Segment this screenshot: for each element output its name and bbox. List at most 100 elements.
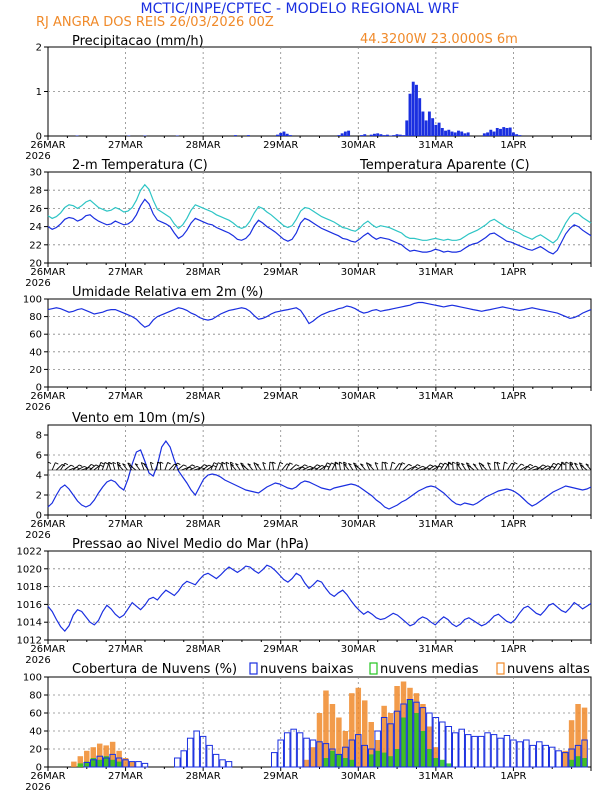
cloud-bar-nuvens-baixas [536,741,543,768]
wind-barb-flag [309,465,314,469]
precip-bar [363,134,367,136]
temp-xtick-label: 27MAR [108,267,143,278]
cloud-bar-nuvens-medias [84,761,90,767]
cloud-bar-nuvens-baixas [374,730,381,768]
wind-barb-flag [429,464,434,467]
precip-ytick-label: 1 [36,87,42,98]
clouds-ytick-label: 20 [29,745,42,756]
wind-barb [210,462,215,471]
cloud-bar-nuvens-baixas [199,735,207,768]
cloud-bar-nuvens-baixas [122,759,129,768]
cloud-bar-nuvens-baixas [452,732,459,768]
wind-barb-flag [580,464,584,467]
wind-barb-flag [553,462,557,466]
wind-barb [268,461,271,471]
wind-barb-flag [452,461,456,464]
cloud-bar-nuvens-baixas [574,744,582,768]
precip-bar [457,130,460,136]
precip-bar [508,127,512,136]
cloud-bar-nuvens-medias [420,731,426,767]
wind-barb [225,462,229,471]
wind-xtick-label: 29MAR [263,519,298,530]
wind-barb [423,464,431,471]
pressure-ytick-label: 1014 [17,618,42,629]
precip-bar [282,131,286,136]
clouds-xtick-label: 1APR [500,771,526,782]
wind-barb [281,463,288,471]
cloud-bar-nuvens-medias [103,756,109,767]
wind-barb [553,463,559,471]
wind-barb [338,462,341,471]
wind-barb-flag [561,461,565,464]
wind-barb [229,462,233,471]
cloud-bar-nuvens-baixas [322,743,330,768]
wind-barb [108,462,112,471]
cloud-bar-nuvens-baixas [439,721,446,768]
cloud-bar-nuvens-baixas [490,734,498,768]
wind-barb-flag [79,464,83,467]
wind-barb-flag [535,465,539,469]
wind-barb [384,462,387,471]
wind-barb-flag [84,465,88,469]
rh-xtick-label: 1APR [500,391,526,402]
precip-bar [482,133,486,136]
pressure-xtick-label: 28MAR [186,644,221,655]
wind-barb [159,461,162,471]
wind-barb [221,462,224,471]
precip-year-label: 2026 [25,151,50,162]
cloud-bar-nuvens-altas [336,717,342,767]
wind-barb [519,465,528,471]
wind-barb [436,462,441,471]
temp-xtick-label: 28MAR [186,267,221,278]
precip-bar [466,132,470,136]
wind-barb-flag [272,461,276,464]
precip-bar [143,135,147,137]
precip-bar [434,124,438,136]
wind-line-Vento-em-10m [47,439,592,510]
pressure-year-label: 2026 [25,655,50,666]
cloud-bar-nuvens-baixas [458,728,465,768]
pressure-xtick-label: 26MAR [30,644,65,655]
wind-barb [487,462,492,471]
temp-ytick-label: 28 [29,186,42,197]
rh-year-label: 2026 [25,402,50,413]
wind-barb [181,466,190,471]
precip-bar [505,127,509,136]
cloud-bar-nuvens-altas [129,761,135,767]
wind-barb-flag [417,464,421,467]
precip-xtick-label: 26MAR [30,140,65,151]
rh-ytick-label: 20 [29,365,42,376]
wind-barb [172,462,178,471]
wind-barb-flag [112,461,116,465]
wind-barb-flag [304,464,308,467]
precip-panel: 0 1 2 26MAR 27MAR 28MAR 29MAR 30MAR 31MAR 1APR 202… [25,34,592,162]
cloud-bar-nuvens-altas [310,747,316,767]
precip-bar [453,132,457,136]
legend-box-nuvens-baixas [249,662,258,675]
precip-bar [518,135,522,136]
wind-barb-flag [279,461,284,465]
precip-bar [437,122,441,136]
wind-barb [255,463,262,471]
cloud-bar-nuvens-baixas [561,752,569,768]
rh-panel: 0 20 40 60 80 100 26MAR 27MAR 28MAR 29MAR 30MAR 31M… [23,285,592,413]
wind-barb [185,464,193,471]
wind-barb-flag [331,462,335,465]
precip-bar [411,81,415,136]
cloud-bar-nuvens-baixas [516,741,524,768]
wind-barb-flag [440,462,444,465]
cloud-bar-nuvens-medias [413,713,420,767]
wind-barb-flag [529,464,534,467]
precip-title: Precipitacao (mm/h) [72,34,204,49]
wind-barb-flag [542,464,547,467]
cloud-bar-nuvens-altas [77,756,84,767]
wind-barb-flag [150,461,154,465]
rh-ytick-label: 100 [23,295,42,306]
rh-xtick-label: 27MAR [108,391,143,402]
precip-bar [440,127,444,136]
pressure-frame [47,550,592,641]
cloud-bar-nuvens-medias [433,758,439,767]
cloud-bar-nuvens-medias [426,749,433,767]
wind-barb-flag [240,462,244,465]
wind-barb [390,462,393,471]
